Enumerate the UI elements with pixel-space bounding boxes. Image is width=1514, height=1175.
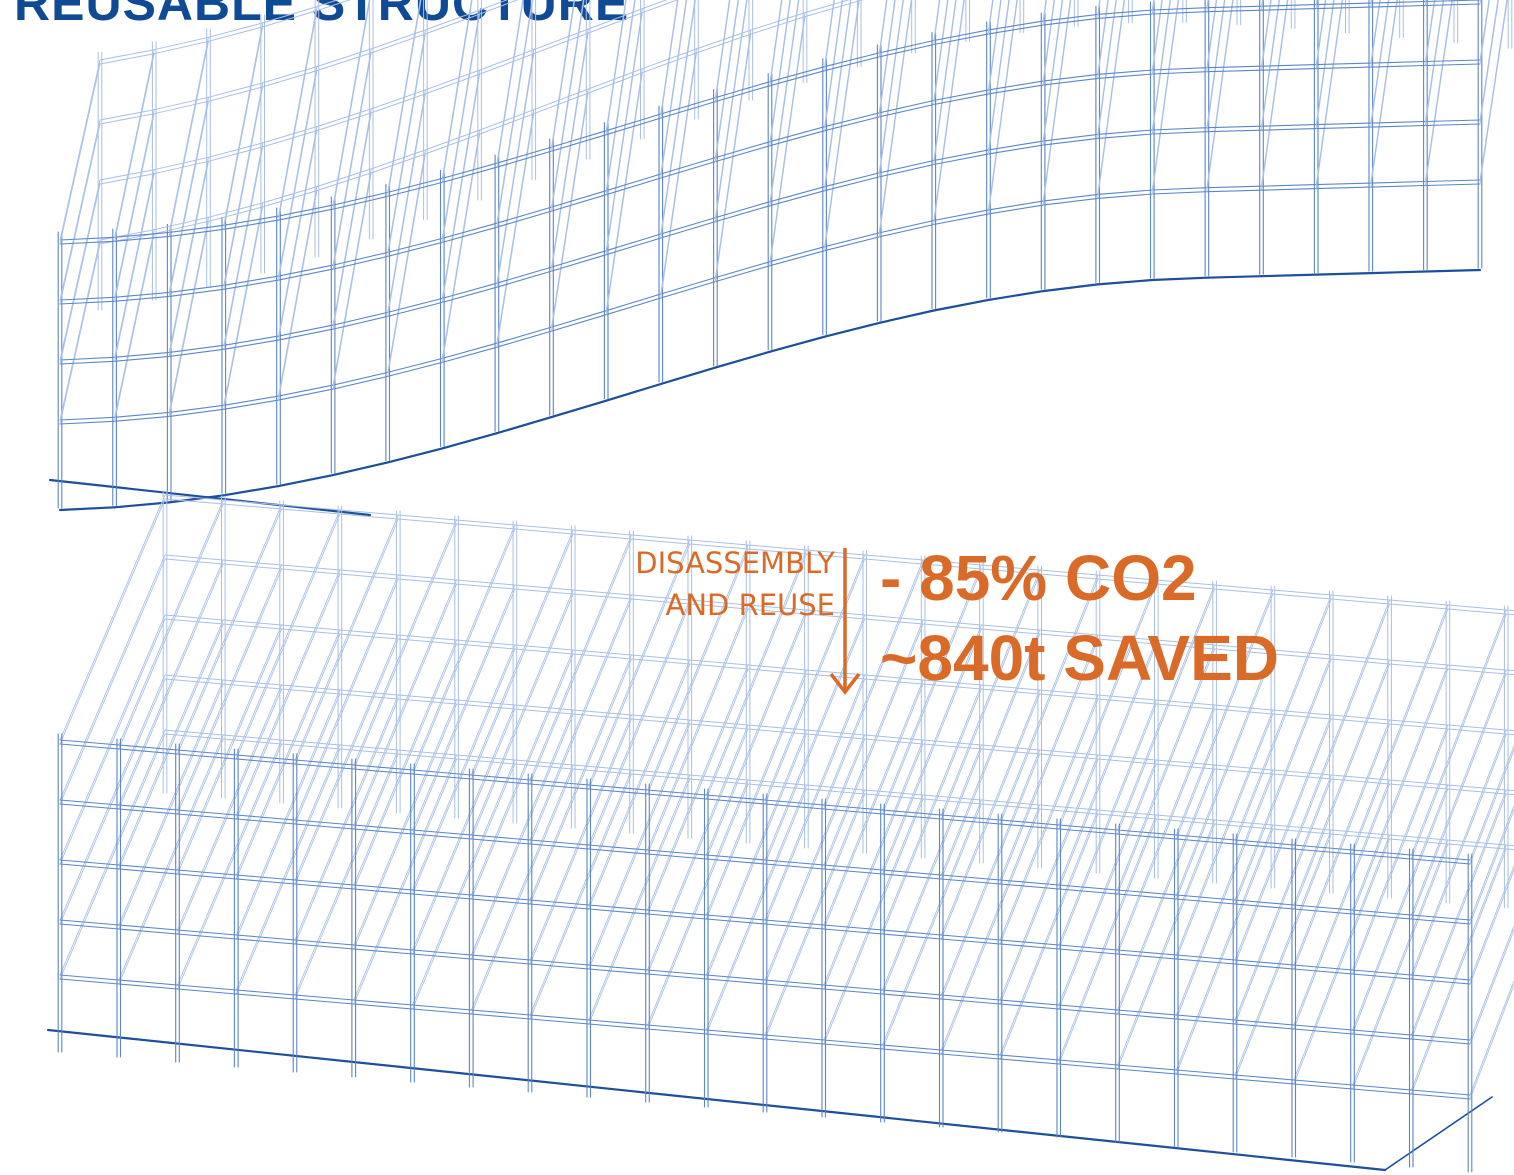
arrow-down-icon (829, 548, 861, 695)
co2-saved: ~840t SAVED (880, 622, 1279, 694)
co2-reduction: - 85% CO2 (880, 542, 1197, 614)
reuse-annotation: DISASSEMBLY AND REUSE - 85% CO2 ~840t SA… (520, 538, 1420, 708)
process-label-line2: AND REUSE (665, 588, 835, 622)
savings-stats: - 85% CO2 ~840t SAVED (880, 538, 1279, 698)
existing-curved-structure (48, 0, 1513, 517)
process-label: DISASSEMBLY AND REUSE (635, 542, 835, 626)
page-title: REUSABLE STRUCTURE (14, 0, 630, 31)
process-label-line1: DISASSEMBLY (635, 546, 835, 580)
reused-rectangular-structure (46, 490, 1514, 1173)
